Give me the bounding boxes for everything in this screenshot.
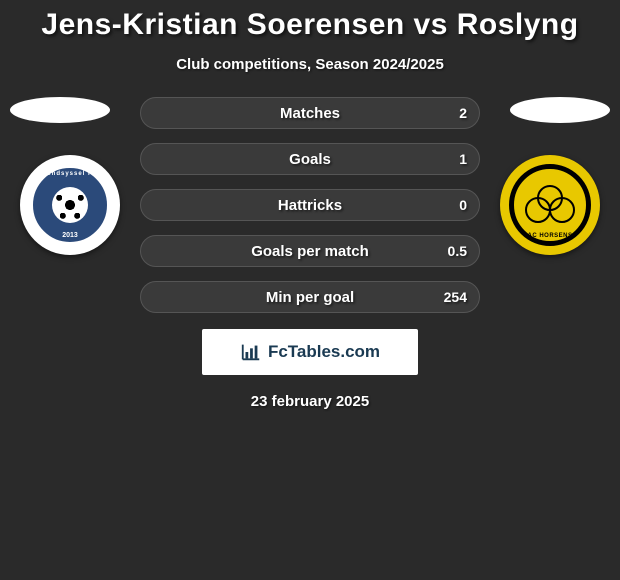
stat-row: Goals1 xyxy=(140,143,480,175)
stat-label: Goals per match xyxy=(141,236,479,266)
left-team-badge: Vendsyssel FF 2013 xyxy=(20,155,120,255)
right-plate xyxy=(510,97,610,123)
right-team-badge: AC HORSENS xyxy=(500,155,600,255)
stat-row: Matches2 xyxy=(140,97,480,129)
badge-name-text: AC HORSENS xyxy=(527,233,572,239)
page-title: Jens-Kristian Soerensen vs Roslyng xyxy=(0,8,620,42)
soccer-ball-icon xyxy=(52,187,88,223)
site-logo-text: FcTables.com xyxy=(268,342,380,362)
rings-icon xyxy=(525,185,575,225)
stat-value-right: 0.5 xyxy=(448,236,467,266)
stat-label: Matches xyxy=(141,98,479,128)
subtitle: Club competitions, Season 2024/2025 xyxy=(0,56,620,73)
stat-label: Goals xyxy=(141,144,479,174)
stat-label: Hattricks xyxy=(141,190,479,220)
stat-value-right: 1 xyxy=(459,144,467,174)
stat-value-right: 0 xyxy=(459,190,467,220)
site-logo[interactable]: FcTables.com xyxy=(202,329,418,375)
stat-value-right: 254 xyxy=(444,282,467,312)
badge-name-text: Vendsyssel FF xyxy=(43,171,98,177)
stat-row: Goals per match0.5 xyxy=(140,235,480,267)
stat-row: Min per goal254 xyxy=(140,281,480,313)
left-plate xyxy=(10,97,110,123)
badge-year-text: 2013 xyxy=(62,232,78,239)
stats-list: Matches2Goals1Hattricks0Goals per match0… xyxy=(140,97,480,327)
comparison-area: Vendsyssel FF 2013 AC HORSENS Matches2 Go… xyxy=(0,97,620,327)
horsens-crest: AC HORSENS xyxy=(509,164,591,246)
stat-label: Min per goal xyxy=(141,282,479,312)
date-text: 23 february 2025 xyxy=(0,393,620,410)
stat-row: Hattricks0 xyxy=(140,189,480,221)
stat-value-right: 2 xyxy=(459,98,467,128)
vendsyssel-crest: Vendsyssel FF 2013 xyxy=(29,164,111,246)
bar-chart-icon xyxy=(240,341,262,363)
